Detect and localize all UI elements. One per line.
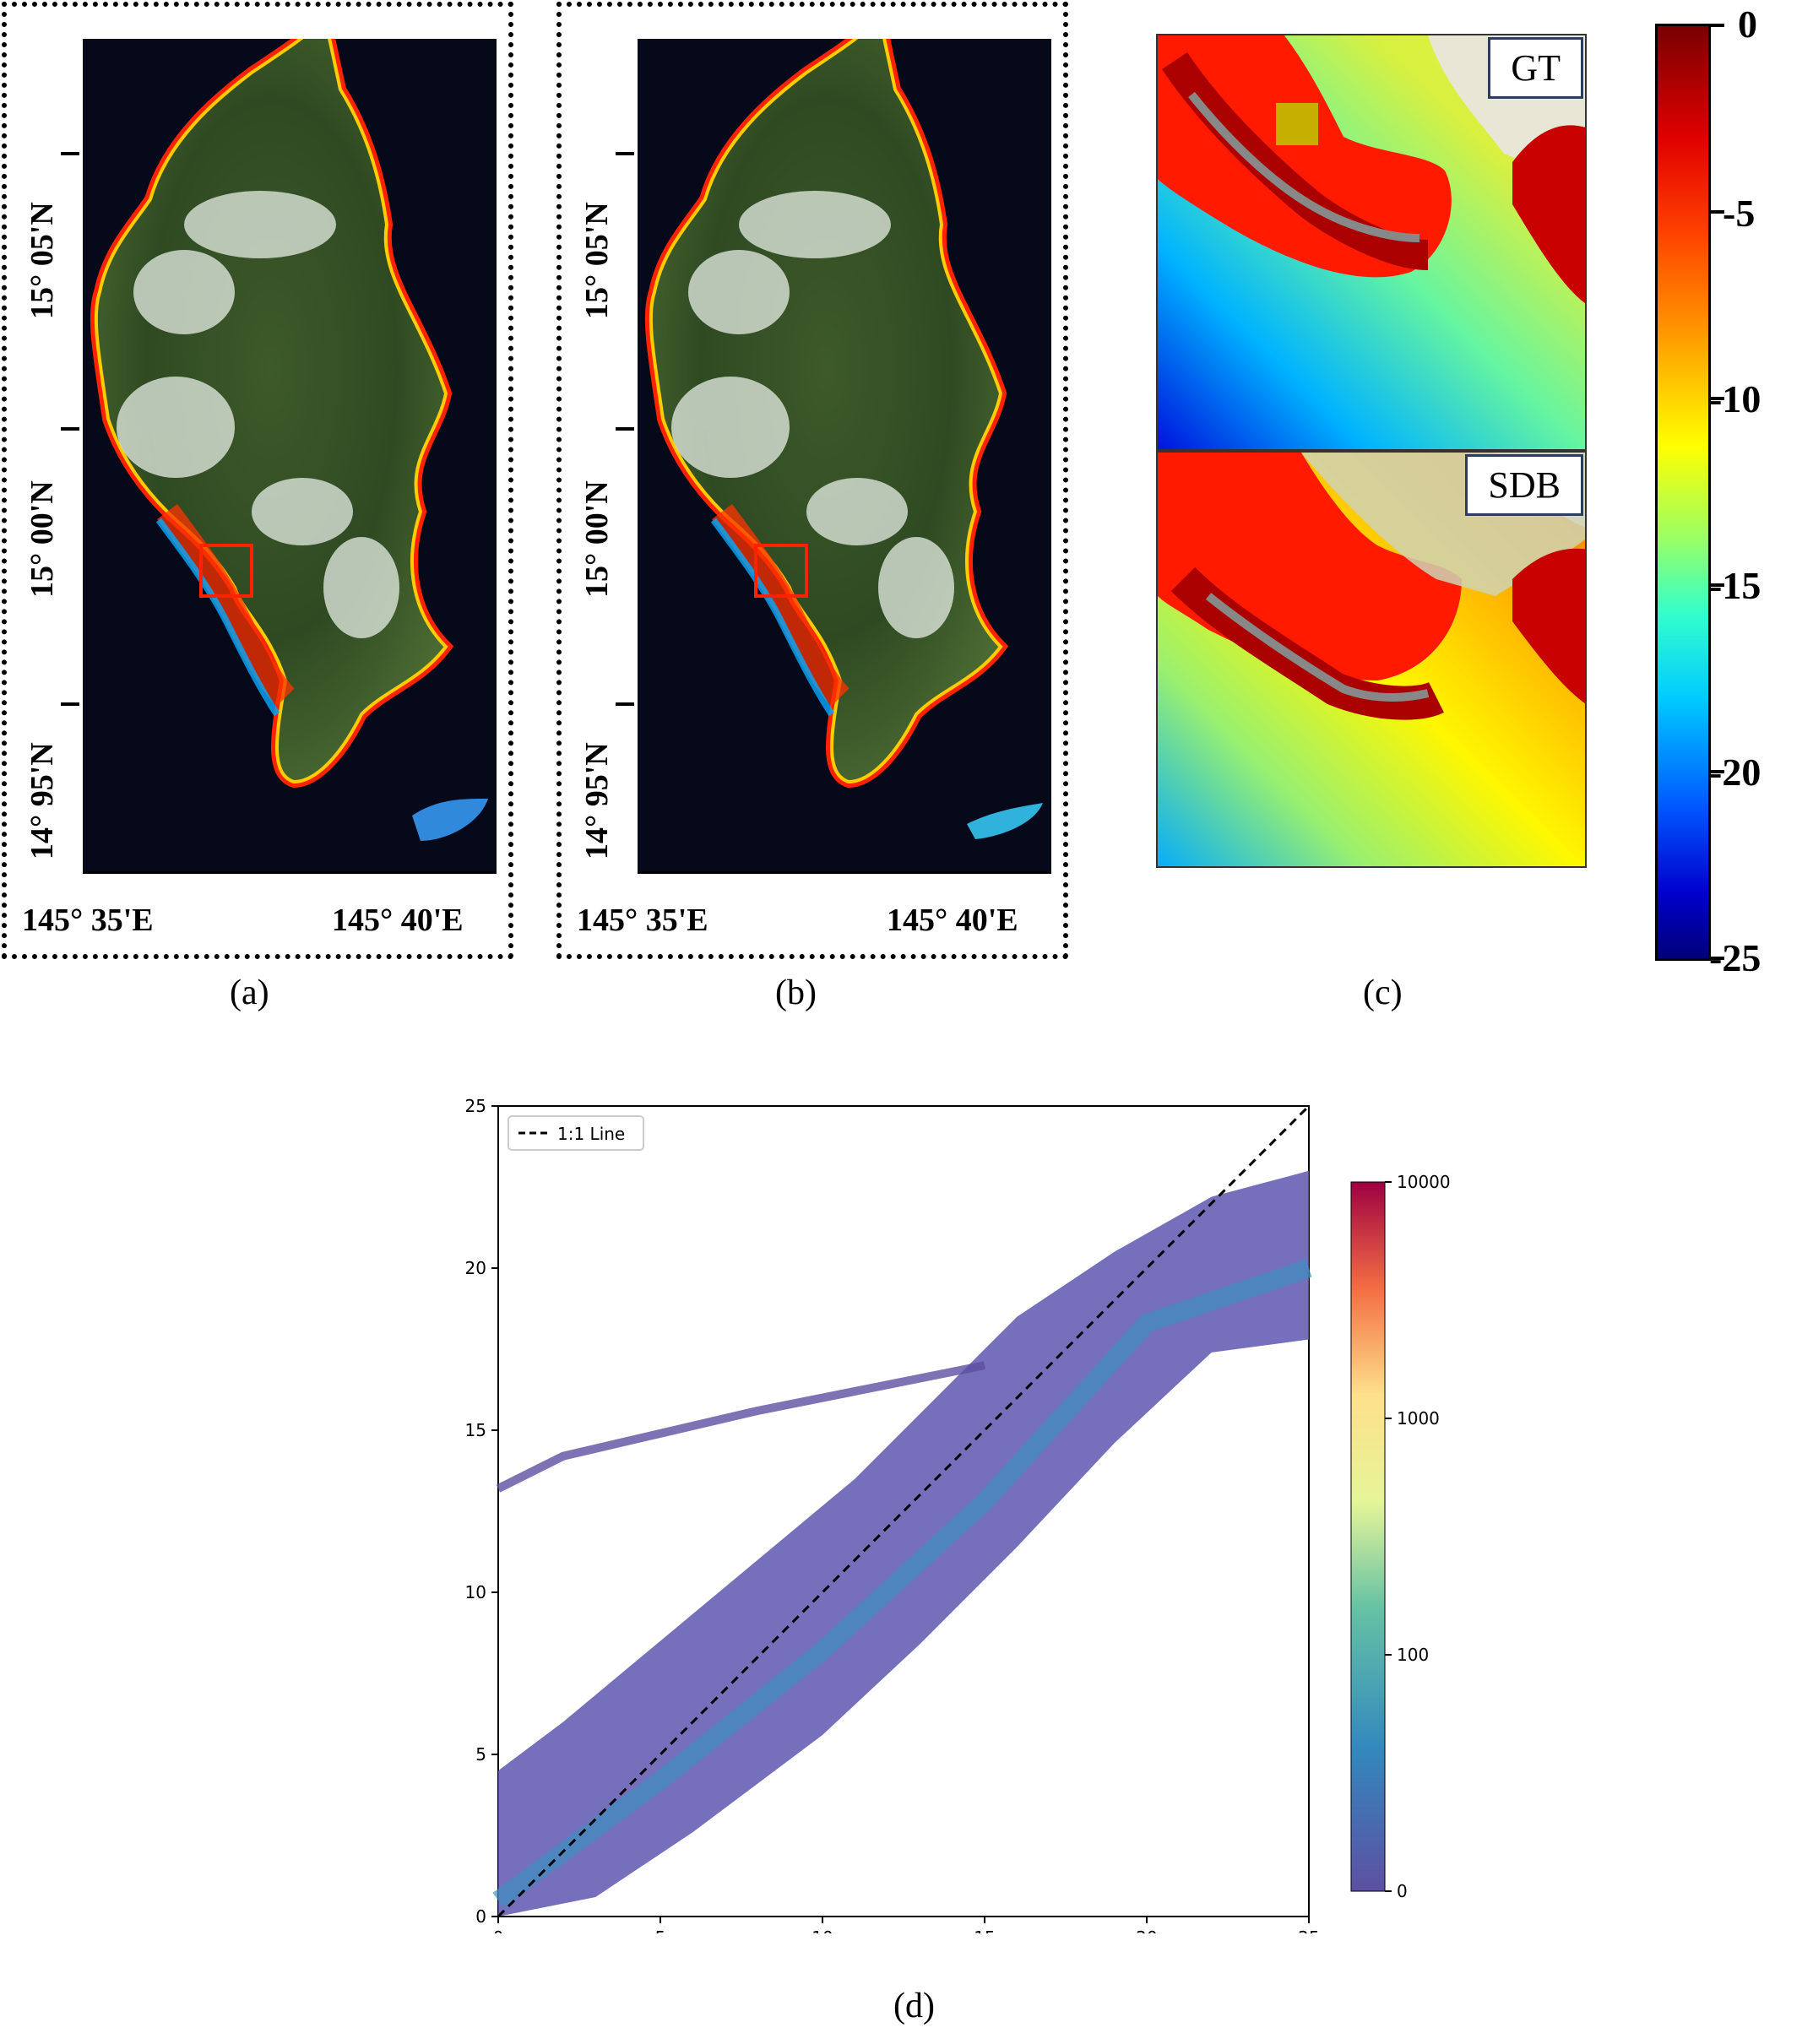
satellite-map <box>638 39 1051 871</box>
y-tick-label: 5 <box>475 1744 486 1765</box>
y-tick-label: 25 <box>465 1096 486 1116</box>
x-tick-label: 20 <box>1136 1927 1157 1933</box>
y-axis-ticks: 0 5 10 15 20 25 <box>465 1096 498 1927</box>
colorbar-tick <box>1711 397 1724 400</box>
colorbar-label: -15 <box>1709 564 1761 607</box>
colorbar-tick <box>1711 24 1724 27</box>
chart-legend: 1:1 Line <box>508 1115 644 1151</box>
colorbar-tick-label: 10000 <box>1397 1172 1451 1192</box>
x-tick-label: 15 <box>974 1927 995 1933</box>
lat-tick <box>616 702 634 706</box>
map-longitude-axis <box>83 871 497 881</box>
map-longitude-axis <box>638 871 1051 881</box>
lon-label: 145° 35'E <box>22 903 154 938</box>
y-tick-label: 15 <box>465 1420 486 1440</box>
lat-label: 15° 00'N <box>579 480 615 598</box>
sdb-label: SDB <box>1465 454 1583 516</box>
outlier-streak-line <box>496 1361 985 1493</box>
island-shape <box>90 39 488 841</box>
lat-tick <box>61 702 79 706</box>
legend-label: 1:1 Line <box>557 1124 625 1144</box>
outlier-streak <box>496 1361 985 1493</box>
depth-colorbar <box>1655 24 1711 961</box>
colorbar-label: -25 <box>1709 936 1761 979</box>
x-tick-label: 5 <box>655 1927 666 1933</box>
colorbar-tick <box>1711 770 1724 773</box>
colorbar-tick <box>1711 210 1724 214</box>
y-tick-label: 0 <box>475 1906 486 1927</box>
map-panel-b: 15° 05'N 15° 00'N 14° 95'N 145° 35'E 145… <box>556 2 1068 959</box>
y-tick-label: 10 <box>465 1582 486 1602</box>
caption-a: (a) <box>230 973 269 1012</box>
y-tick-label: 20 <box>465 1258 486 1278</box>
x-tick-label: 25 <box>1298 1927 1319 1933</box>
lon-label: 145° 35'E <box>577 903 708 938</box>
x-axis-ticks: 0 5 10 15 20 25 <box>493 1917 1320 1933</box>
density-colorbar <box>1350 1181 1386 1892</box>
inset-sdb-heatmap <box>1158 453 1585 866</box>
caption-b: (b) <box>775 973 817 1012</box>
x-tick-label: 10 <box>812 1927 833 1933</box>
lat-label: 15° 00'N <box>24 480 60 598</box>
density-band <box>492 1170 1312 1917</box>
lon-label: 145° 40'E <box>887 903 1018 938</box>
lat-label: 15° 05'N <box>579 202 615 319</box>
colorbar-tick <box>1711 957 1724 960</box>
colorbar-label: 0 <box>1738 3 1757 46</box>
colorbar-tick <box>1711 583 1724 587</box>
lat-tick <box>616 152 634 155</box>
colorbar-label: -5 <box>1723 192 1756 235</box>
lat-label: 15° 05'N <box>24 202 60 319</box>
colorbar-label: -20 <box>1709 751 1761 794</box>
x-tick-label: 0 <box>493 1927 504 1933</box>
island-shape <box>644 39 1043 839</box>
inset-sdb: SDB <box>1156 451 1587 868</box>
lon-label: 145° 40'E <box>332 903 464 938</box>
lat-tick <box>616 427 634 431</box>
colorbar-label: -10 <box>1709 377 1761 420</box>
lat-tick <box>61 427 79 431</box>
density-core <box>492 1259 1312 1908</box>
gt-label: GT <box>1488 37 1583 99</box>
map-panel-a: 15° 05'N 15° 00'N 14° 95'N 145° 35'E 145… <box>2 2 513 959</box>
colorbar-tick-label: 0 <box>1397 1881 1408 1901</box>
one-to-one-line <box>497 1104 1311 1918</box>
caption-c: (c) <box>1363 973 1403 1012</box>
caption-d: (d) <box>893 1987 935 2025</box>
lat-tick <box>61 152 79 155</box>
colorbar-tick-label: 100 <box>1397 1645 1429 1665</box>
satellite-map <box>83 39 497 871</box>
inset-gt: GT <box>1156 34 1587 451</box>
lat-label: 14° 95'N <box>24 742 60 859</box>
colorbar-tick-label: 1000 <box>1397 1408 1440 1429</box>
lat-label: 14° 95'N <box>579 742 615 859</box>
